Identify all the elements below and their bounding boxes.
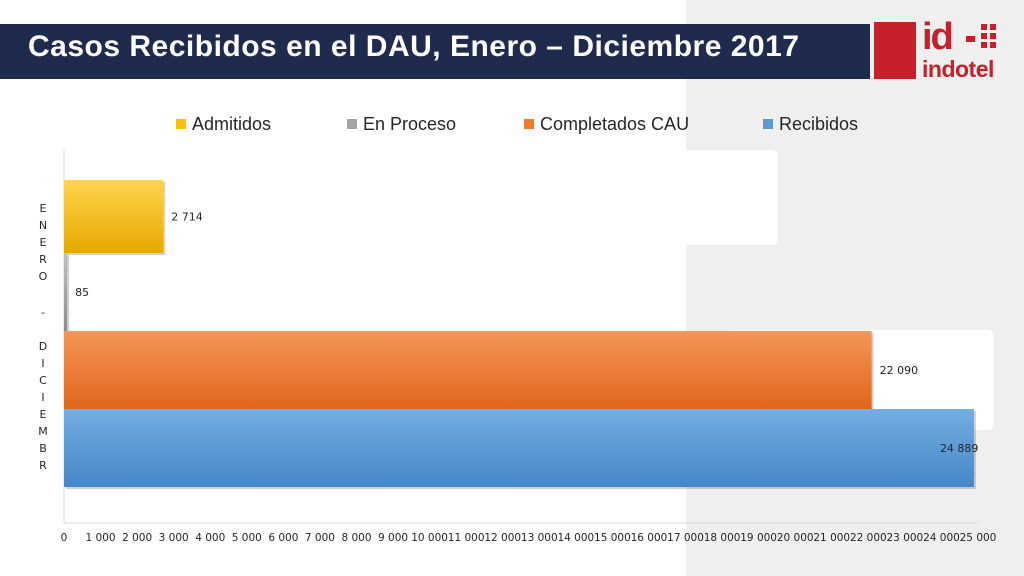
x-tick-label: 6 000 [268, 532, 298, 544]
legend-swatch [524, 119, 534, 129]
bar-completados-cau [64, 331, 872, 409]
bar-shadow [66, 255, 70, 333]
x-tick-label: 5 000 [232, 532, 262, 544]
category-label-letter: B [39, 442, 47, 455]
category-label-letter: N [38, 219, 48, 232]
data-label: 22 090 [880, 364, 919, 377]
x-tick-label: 12 000 [484, 532, 521, 544]
x-tick-label: 15 000 [594, 532, 631, 544]
legend-swatch [763, 119, 773, 129]
legend-item: En Proceso [347, 113, 456, 135]
x-tick-label: 14 000 [557, 532, 594, 544]
category-label-letter: R [39, 459, 47, 472]
x-tick-label: 23 000 [887, 532, 924, 544]
legend-label: Recibidos [779, 113, 859, 134]
legend-swatch [347, 119, 357, 129]
legend-item: Admitidos [176, 113, 271, 135]
x-tick-label: 13 000 [521, 532, 558, 544]
logo-red-block [874, 22, 916, 79]
logo-id-text: id [922, 16, 954, 58]
category-label-letter: M [38, 425, 48, 438]
x-tick-label: 0 [61, 532, 68, 544]
x-tick-label: 25 000 [960, 532, 997, 544]
legend-label: Admitidos [192, 113, 272, 134]
title-bar [0, 24, 870, 79]
x-tick-label: 19 000 [740, 532, 777, 544]
x-tick-label: 20 000 [777, 532, 814, 544]
legend-label: Completados CAU [540, 113, 690, 134]
category-label-letter: D [38, 340, 48, 353]
data-label: 2 714 [171, 211, 203, 224]
category-label-letter: E [39, 236, 47, 249]
data-label: 85 [75, 286, 89, 299]
x-tick-label: 7 000 [305, 532, 335, 544]
x-tick-label: 10 000 [411, 532, 448, 544]
bar-admitidos [64, 180, 164, 253]
x-tick-label: 17 000 [667, 532, 704, 544]
category-label-letter: I [41, 391, 45, 404]
x-tick-label: 9 000 [378, 532, 408, 544]
category-label-letter: R [39, 253, 47, 266]
x-tick-label: 11 000 [448, 532, 485, 544]
x-tick-label: 8 000 [341, 532, 371, 544]
logo-dots-icon [966, 24, 996, 48]
x-tick-label: 1 000 [86, 532, 116, 544]
x-tick-label: 24 000 [923, 532, 960, 544]
bar-en-proceso [64, 253, 68, 331]
legend-label: En Proceso [363, 113, 457, 134]
logo-indotel-text: indotel [922, 56, 994, 82]
x-tick-label: 4 000 [195, 532, 225, 544]
category-label-letter: E [39, 202, 47, 215]
background-panel-white [640, 150, 778, 245]
category-label-letter: C [39, 374, 47, 387]
category-label-letter: E [39, 408, 47, 421]
x-tick-label: 16 000 [631, 532, 668, 544]
x-tick-label: 3 000 [159, 532, 189, 544]
category-label-letter: I [41, 357, 45, 370]
data-label: 24 889 [940, 442, 979, 455]
category-label-letter: - [41, 306, 45, 319]
legend-item: Completados CAU [524, 113, 689, 135]
legend-swatch [176, 119, 186, 129]
x-tick-label: 21 000 [813, 532, 850, 544]
x-tick-label: 18 000 [704, 532, 741, 544]
bar-recibidos [64, 409, 974, 487]
legend-item: Recibidos [763, 113, 858, 135]
x-tick-label: 22 000 [850, 532, 887, 544]
x-tick-label: 2 000 [122, 532, 152, 544]
category-label-letter: O [38, 270, 48, 283]
page-title: Casos Recibidos en el DAU, Enero – Dicie… [28, 30, 800, 63]
